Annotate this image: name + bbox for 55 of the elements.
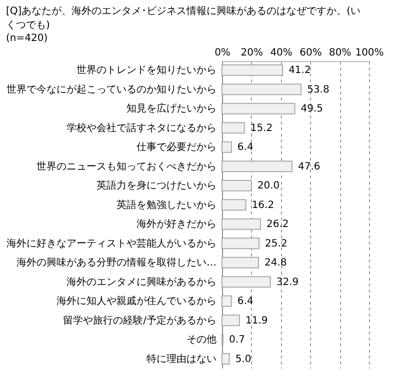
bar — [222, 84, 302, 96]
data-label: 32.9 — [276, 276, 299, 288]
data-label: 47.6 — [298, 161, 320, 172]
bar — [222, 122, 245, 134]
data-label: 49.5 — [300, 104, 324, 115]
bar — [222, 180, 252, 192]
y-tick-label: 留学や旅行の経験/予定があるから — [63, 314, 216, 326]
y-tick-label: 海外に知人や親戚が住んでいるから — [56, 295, 216, 308]
data-label: 25.2 — [265, 238, 288, 250]
y-tick-label: 世界のトレンドを知りたいから — [76, 64, 216, 76]
data-label: 5.0 — [235, 354, 252, 365]
data-label: 11.9 — [245, 315, 268, 326]
y-tick-label: 海外の興味がある分野の情報を取得したい… — [16, 256, 216, 269]
x-tick-label: 100% — [355, 48, 384, 58]
bar — [222, 102, 296, 114]
bar — [222, 276, 271, 288]
data-label: 53.8 — [307, 84, 330, 96]
y-tick-label: その他 — [186, 334, 216, 346]
y-tick-label: 学校や会社で話すネタになるから — [66, 122, 216, 134]
y-tick-label: 英語力を身につけたいから — [96, 180, 216, 192]
bar — [222, 141, 232, 153]
bar — [222, 295, 232, 307]
data-label: 16.2 — [252, 200, 274, 211]
x-tick-label: 80% — [328, 48, 352, 58]
bar — [222, 199, 246, 211]
bar — [222, 64, 284, 76]
data-label: 6.4 — [237, 296, 254, 308]
y-tick-label: 海外に好きなアーティストや芸能人がいるから — [6, 237, 216, 250]
data-label: 0.7 — [229, 334, 245, 346]
x-tick-label: 60% — [300, 48, 322, 58]
y-tick-label: 知見を広げたいから — [126, 102, 216, 115]
y-tick-label: 海外のエンタメに興味があるから — [66, 276, 216, 288]
bar — [222, 256, 259, 268]
x-tick-label: 20% — [240, 48, 264, 58]
x-tick-label: 40% — [270, 48, 292, 58]
y-tick-label: 世界で今なにが起こっているのか知りたいから — [6, 83, 216, 96]
y-tick-label: 特に理由はない — [146, 352, 216, 365]
y-tick-label: 世界のニュースも知っておくべきだから — [36, 160, 216, 172]
bar — [222, 238, 260, 250]
data-label: 26.2 — [266, 219, 289, 230]
text: (n=420) — [6, 33, 48, 44]
bar — [222, 218, 262, 230]
bar — [222, 314, 240, 326]
chart-title: [Q]あなたが、海外のエンタメ･ビジネス情報に興味があるのはなぜですか。(いくつでも) — [6, 5, 361, 31]
data-label: 24.8 — [264, 258, 287, 269]
x-tick-label: 0% — [214, 48, 230, 58]
data-label: 15.2 — [250, 122, 273, 134]
data-label: 20.0 — [257, 180, 280, 192]
data-label: 41.2 — [288, 65, 311, 76]
y-tick-label: 仕事で必要だから — [136, 141, 216, 154]
bar — [222, 160, 292, 172]
bar — [222, 353, 230, 365]
y-tick-label: 海外が好きだから — [136, 218, 216, 230]
data-label: 6.4 — [237, 142, 254, 154]
y-tick-label: 英語を勉強したいから — [116, 198, 216, 211]
